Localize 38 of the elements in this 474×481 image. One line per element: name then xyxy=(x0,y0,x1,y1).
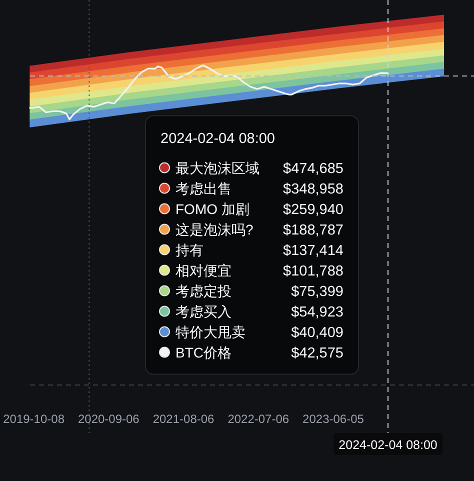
legend-label: 最大泡沫区域 xyxy=(176,160,260,176)
ref-line-label: 2024-02-04 08:00 xyxy=(338,438,438,452)
legend-label: 考虑出售 xyxy=(176,180,232,196)
legend-item: 考虑出售 $348,958 xyxy=(159,180,344,198)
x-tick-label: 2022-07-06 xyxy=(228,412,290,426)
legend-item: BTC价格 $42,575 xyxy=(159,344,344,362)
annotation: $54,923 xyxy=(291,304,344,320)
legend-title: 2024-02-04 08:00 xyxy=(160,130,275,147)
legend-item: FOMO 加剧 $259,940 xyxy=(159,200,344,218)
x-tick-label: 2019-10-08 xyxy=(3,412,65,426)
annotation: $40,409 xyxy=(291,324,344,341)
annotation: $42,575 xyxy=(291,345,344,362)
annotation: $101,788 xyxy=(283,263,344,280)
legend-label: BTC价格 xyxy=(176,344,232,360)
legend-item: 考虑买入 $54,923 xyxy=(159,303,344,320)
legend-item: 持有 $137,414 xyxy=(159,242,344,259)
annotation: $348,958 xyxy=(283,181,344,198)
legend-label: 考虑定投 xyxy=(176,282,232,299)
legend-label: 相对便宜 xyxy=(176,262,232,278)
annotation: $137,414 xyxy=(283,242,344,259)
annotation: $474,685 xyxy=(283,160,344,177)
legend-item: 考虑定投 $75,399 xyxy=(159,282,344,300)
legend-item: 最大泡沫区域 $474,685 xyxy=(159,160,344,177)
legend-item: 相对便宜 $101,788 xyxy=(159,262,344,280)
legend-item: 这是泡沫吗? $188,787 xyxy=(159,221,344,238)
x-tick-label: 2020-09-06 xyxy=(78,412,140,426)
legend-label: 这是泡沫吗? xyxy=(176,221,254,238)
x-tick-label: 2023-06-05 xyxy=(302,412,364,426)
ref-label: 2024-02-04 08:00 xyxy=(334,433,442,455)
legend-label: FOMO 加剧 xyxy=(176,200,250,217)
legend-label: 持有 xyxy=(176,242,204,258)
annotation: $75,399 xyxy=(291,284,344,300)
legend-label: 考虑买入 xyxy=(176,303,232,320)
annotation: $188,787 xyxy=(283,222,344,238)
annotation: $259,940 xyxy=(283,202,344,218)
legend-item: 特价大甩卖 $40,409 xyxy=(159,324,344,341)
legend-label: 特价大甩卖 xyxy=(176,324,246,340)
x-tick-label: 2021-08-06 xyxy=(152,412,215,426)
